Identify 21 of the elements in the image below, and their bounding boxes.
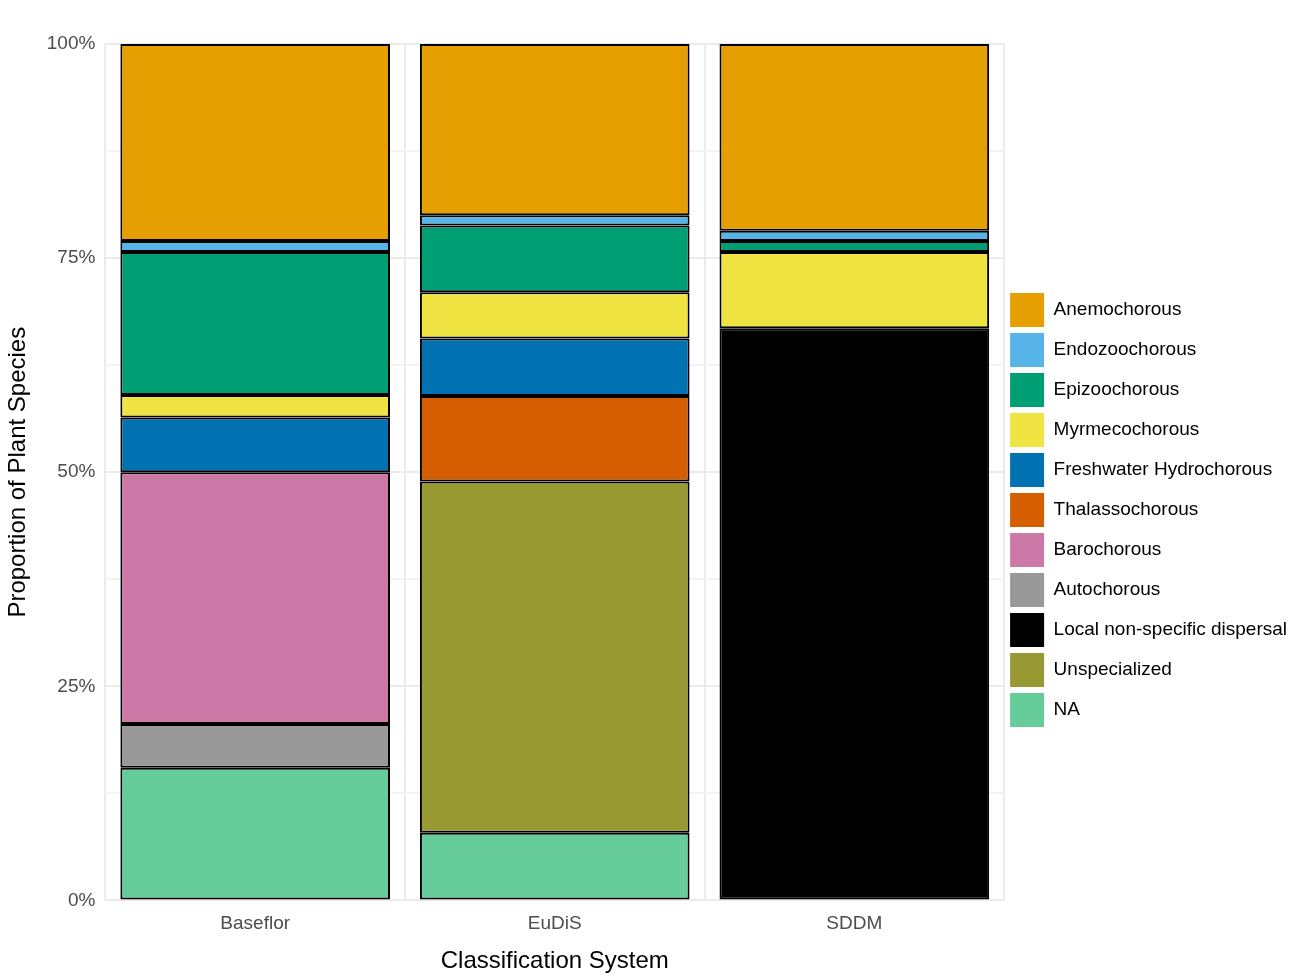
- y-axis-title: Proportion of Plant Species: [3, 326, 31, 618]
- legend-label: Myrmecochorous: [1053, 418, 1200, 440]
- legend-label: Local non-specific dispersal: [1053, 618, 1288, 640]
- legend-label: Autochorous: [1053, 578, 1161, 600]
- legend-label: Barochorous: [1053, 538, 1162, 560]
- legend-label: Freshwater Hydrochorous: [1053, 458, 1273, 480]
- y-tick-label: 25%: [57, 674, 96, 696]
- y-tick-label: 50%: [57, 460, 96, 482]
- legend-label: Unspecialized: [1053, 658, 1172, 680]
- x-axis-title: Classification System: [440, 946, 669, 974]
- legend-label: NA: [1053, 698, 1081, 720]
- legend-label: Epizoochorous: [1053, 378, 1180, 400]
- x-tick-label: Baseflor: [220, 912, 291, 934]
- legend-label: Endozoochorous: [1053, 338, 1197, 360]
- legend-label: Anemochorous: [1053, 298, 1182, 320]
- x-tick-label: SDDM: [826, 912, 883, 934]
- y-tick-label: 0%: [67, 888, 96, 910]
- y-tick-label: 100%: [46, 32, 96, 54]
- x-tick-label: EuDiS: [527, 912, 582, 934]
- y-tick-label: 75%: [57, 246, 96, 268]
- legend-label: Thalassochorous: [1053, 498, 1199, 520]
